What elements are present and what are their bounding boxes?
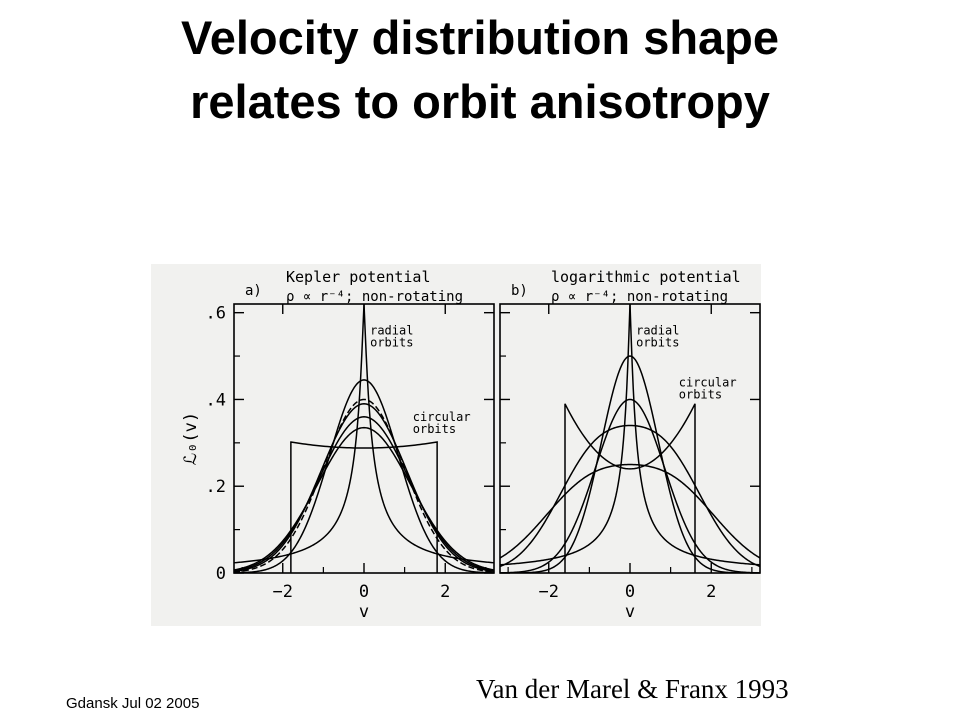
y-tick-label: 0 (216, 564, 226, 584)
series-line-7 (290, 441, 438, 573)
series-line-1 (500, 303, 760, 566)
x-tick-label: 2 (706, 582, 716, 602)
annotation-label: circular orbits (679, 375, 737, 401)
panel-frame (233, 303, 495, 574)
panel-label: a) (245, 283, 262, 299)
series-line-1 (234, 303, 494, 564)
series-line-2 (500, 355, 760, 573)
footer-date: Gdansk Jul 02 2005 (66, 695, 200, 712)
x-tick-label: −2 (273, 582, 293, 602)
x-tick-label: 0 (359, 582, 369, 602)
series-line-6 (234, 426, 494, 571)
series-line-5 (500, 463, 760, 559)
series-line-5 (234, 416, 494, 572)
series-line-4 (234, 403, 494, 573)
annotation-label: radial orbits (636, 323, 679, 349)
chart-panel-1: radial orbits circular orbits (233, 303, 495, 574)
series-line-4 (500, 424, 760, 568)
panel-frame (499, 303, 761, 574)
y-tick-label: .4 (206, 390, 226, 410)
annotation-label: circular orbits (413, 410, 471, 436)
title-line-1: Velocity distribution shape (180, 11, 780, 64)
panel-title: Kepler potential (286, 268, 431, 286)
y-axis-label: ℒ₀(v) (181, 412, 201, 465)
panel-title: logarithmic potential (551, 268, 741, 286)
series-line-2 (234, 379, 494, 573)
x-axis-label: v (359, 602, 369, 622)
x-tick-label: 0 (625, 582, 635, 602)
panel-subtitle: ρ ∝ r⁻⁴; non-rotating (551, 289, 728, 305)
figure-panel: radial orbits circular orbits −2 0 2 0.2.4.6 v ℒ₀… (151, 264, 761, 626)
panel-subtitle: ρ ∝ r⁻⁴; non-rotating (286, 289, 463, 305)
panel-label: b) (511, 283, 528, 299)
series-line-3 (500, 398, 760, 573)
series-line-3 (234, 398, 494, 573)
title-line-2: relates to orbit anisotropy (190, 75, 770, 128)
figure-credit: Van der Marel & Franx 1993 (476, 674, 789, 704)
slide-title: Velocity distribution shape relates to o… (0, 6, 960, 134)
y-tick-label: .2 (206, 477, 226, 497)
y-tick-label: .6 (206, 304, 226, 324)
series-line-6 (564, 403, 696, 573)
x-tick-label: −2 (539, 582, 559, 602)
annotation-label: radial orbits (370, 323, 413, 349)
x-tick-label: 2 (440, 582, 450, 602)
x-axis-label: v (625, 602, 635, 622)
